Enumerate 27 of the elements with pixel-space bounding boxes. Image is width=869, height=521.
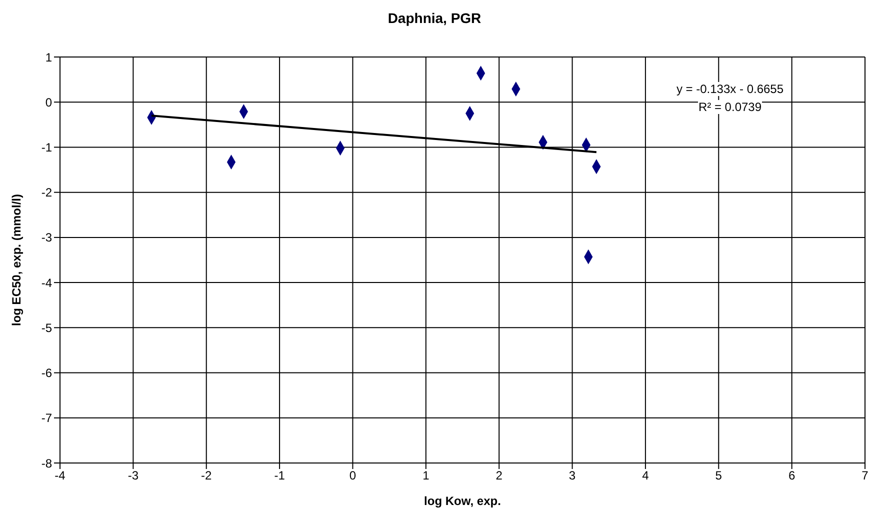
x-tick-label: -2 [201,468,212,483]
annotation: R² = 0.0739 [698,100,762,114]
y-tick-label: -3 [41,230,52,245]
y-tick-label: -6 [41,366,52,380]
chart-title: Daphnia, PGR [386,10,482,26]
x-tick-label: -1 [274,468,286,483]
x-tick-label: 2 [496,468,503,483]
y-tick-label: -1 [41,140,52,154]
x-tick-label: 7 [862,468,869,483]
y-tick-label: -7 [41,411,52,426]
x-tick-label: 6 [788,468,796,483]
y-tick-label: 0 [45,95,52,110]
y-tick-label: -4 [41,276,52,290]
x-tick-label: 3 [568,468,576,483]
x-axis-title: log Kow, exp. [424,494,501,508]
x-tick-label: -4 [54,468,66,483]
x-tick-label: 4 [642,468,650,483]
x-tick-label: 1 [422,468,430,483]
y-tick-label: -8 [41,456,52,470]
y-tick-label: 1 [45,50,52,64]
annotation: y = -0.133x - 0.6655 [676,82,784,96]
y-tick-label: -5 [41,320,52,335]
x-tick-label: 5 [715,468,722,483]
x-tick-label: -3 [128,468,139,483]
x-tick-label: 0 [349,468,356,483]
y-tick-label: -2 [41,186,52,200]
y-axis-title: log EC50, exp. (mmol/l) [9,194,24,326]
